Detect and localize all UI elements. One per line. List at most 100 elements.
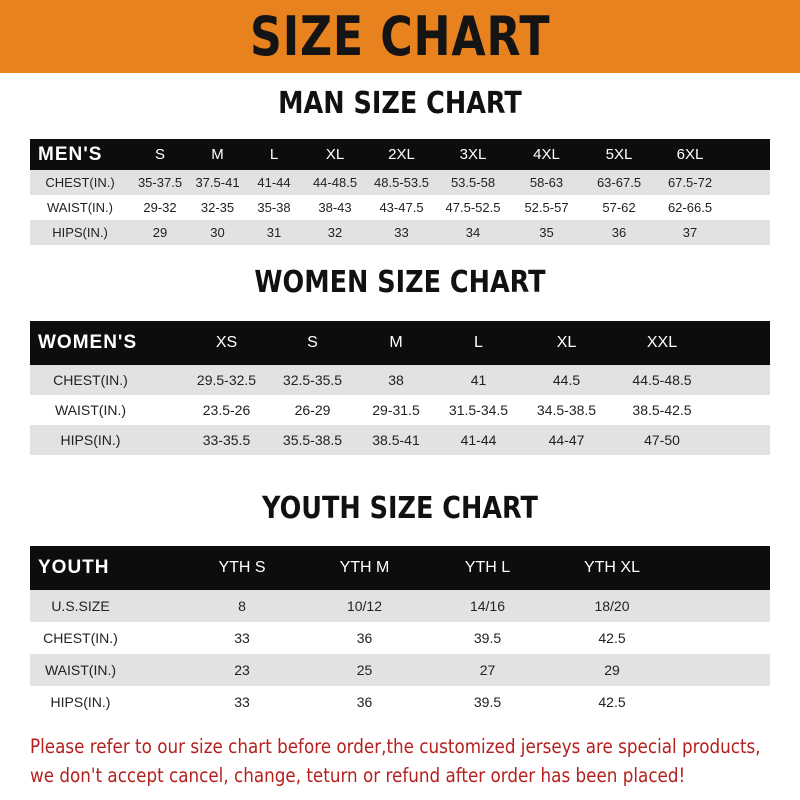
table-cell: 30 (210, 225, 225, 240)
table-cell: 62-66.5 (667, 200, 713, 215)
table-cell: 10/12 (346, 598, 383, 614)
table-cell: 67.5-72 (667, 175, 713, 190)
table-cell: 4XL (533, 146, 560, 163)
table-header-row: MEN'S S M L XL 2XL 3XL 4XL 5XL 6XL (30, 139, 770, 170)
table-cell: 5XL (605, 146, 633, 163)
table-cell: 44-47 (548, 432, 585, 448)
table-cell: 35.5-38.5 (282, 432, 343, 448)
row-label: WAIST(IN.) (47, 200, 113, 215)
table-cell: S (307, 334, 318, 351)
table-cell: 35-37.5 (137, 175, 183, 190)
table-cell: 47-50 (644, 432, 680, 448)
table-cell: XS (215, 334, 238, 351)
table-cell: 44-48.5 (312, 175, 358, 190)
table-cell: 18/20 (594, 598, 630, 614)
table-cell: 37 (682, 225, 698, 240)
table-cell: L (269, 146, 279, 163)
table-cell: 39.5 (473, 694, 502, 710)
table-cell: 53.5-58 (450, 175, 496, 190)
row-label: WAIST(IN.) (54, 402, 127, 418)
row-label: MEN'S (38, 143, 103, 165)
table-cell: 14/16 (469, 598, 506, 614)
table-row: CHEST(IN.) 35-37.5 37.5-41 41-44 44-48.5 48.5… (30, 170, 770, 195)
women-section-title: WOMEN SIZE CHART (254, 265, 546, 300)
table-cell: 8 (238, 598, 246, 614)
row-label: YOUTH (38, 557, 110, 578)
men-section-title: MAN SIZE CHART (278, 86, 522, 121)
table-cell: 41-44 (257, 175, 291, 190)
row-label: HIPS(IN.) (52, 225, 108, 240)
row-label: CHEST(IN.) (43, 630, 118, 646)
table-cell: 31.5-34.5 (448, 402, 509, 418)
youth-section-title: YOUTH SIZE CHART (262, 491, 538, 526)
row-label: WAIST(IN.) (44, 662, 117, 678)
table-cell: 57-62 (602, 200, 636, 215)
table-cell: YTH XL (583, 559, 640, 576)
table-row: WAIST(IN.) 23 25 27 29 (30, 654, 770, 686)
table-cell: 29 (152, 225, 168, 240)
table-cell: 34 (465, 225, 481, 240)
table-cell: 48.5-53.5 (374, 175, 429, 190)
table-cell: 41 (470, 372, 487, 388)
table-cell: 33 (394, 225, 409, 240)
table-cell: 27 (479, 662, 496, 678)
table-cell: 41-44 (460, 432, 497, 448)
title-banner: SIZE CHART (0, 0, 800, 73)
table-cell: 38-43 (318, 200, 352, 215)
men-size-table: MEN'S S M L XL 2XL 3XL 4XL 5XL 6XL CHEST(IN.) 35-37… (30, 139, 770, 245)
row-label: WOMEN'S (38, 332, 138, 353)
table-cell: 63-67.5 (596, 175, 642, 190)
table-cell: 38.5-41 (372, 432, 420, 448)
table-cell: 35-38 (257, 200, 291, 215)
table-cell: M (389, 334, 403, 351)
row-label: HIPS(IN.) (50, 694, 111, 710)
table-header-row: YOUTH YTH S YTH M YTH L YTH XL (30, 546, 770, 590)
table-cell: 32.5-35.5 (282, 372, 343, 388)
table-header-row: WOMEN'S XS S M L XL XXL (30, 321, 770, 365)
table-cell: 37.5-41 (195, 175, 240, 190)
table-cell: 38 (388, 372, 404, 388)
table-row: HIPS(IN.) 29 30 31 32 33 34 35 36 37 (30, 220, 770, 245)
table-cell: 26-29 (294, 402, 331, 418)
table-cell: 47.5-52.5 (445, 200, 501, 215)
table-row: WAIST(IN.) 29-32 32-35 35-38 38-43 43-47.5 47.… (30, 195, 770, 220)
table-row: CHEST(IN.) 33 36 39.5 42.5 (30, 622, 770, 654)
table-cell: 36 (356, 694, 373, 710)
table-cell: 52.5-57 (524, 200, 569, 215)
table-cell: 23 (234, 662, 250, 678)
table-cell: 36 (611, 225, 627, 240)
table-row: WAIST(IN.) 23.5-26 26-29 29-31.5 31.5-34.5 34… (30, 395, 770, 425)
table-cell: 35 (539, 225, 554, 240)
row-label: U.S.SIZE (51, 598, 110, 614)
row-label: CHEST(IN.) (45, 175, 115, 190)
table-cell: 58-63 (529, 175, 564, 190)
row-label: HIPS(IN.) (60, 432, 121, 448)
table-cell: 33-35.5 (202, 432, 251, 448)
table-cell: XL (325, 146, 345, 163)
table-cell: 34.5-38.5 (536, 402, 597, 418)
table-cell: YTH M (339, 559, 390, 576)
table-cell: 36 (356, 630, 373, 646)
table-cell: 29-32 (143, 200, 177, 215)
table-cell: 43-47.5 (379, 200, 424, 215)
table-cell: 32-35 (200, 200, 235, 215)
table-cell: 2XL (388, 146, 415, 163)
table-row: HIPS(IN.) 33-35.5 35.5-38.5 38.5-41 41-44 44-… (30, 425, 770, 455)
order-note-line-1: Please refer to our size chart before or… (30, 735, 761, 758)
table-cell: 31 (266, 225, 282, 240)
table-row: CHEST(IN.) 29.5-32.5 32.5-35.5 38 41 44.5 44.5… (30, 365, 770, 395)
table-cell: M (211, 146, 224, 163)
page-title: SIZE CHART (249, 5, 551, 68)
table-cell: 33 (234, 630, 250, 646)
table-cell: 44.5 (552, 372, 581, 388)
table-cell: 42.5 (598, 694, 626, 710)
table-cell: 44.5-48.5 (632, 372, 692, 388)
table-cell: YTH L (464, 559, 511, 576)
table-cell: 32 (327, 225, 343, 240)
table-cell: YTH S (218, 559, 266, 576)
table-cell: 6XL (676, 146, 704, 163)
table-cell: 33 (234, 694, 250, 710)
table-cell: 25 (356, 662, 373, 678)
table-cell: 42.5 (598, 630, 626, 646)
table-cell: L (474, 334, 483, 351)
